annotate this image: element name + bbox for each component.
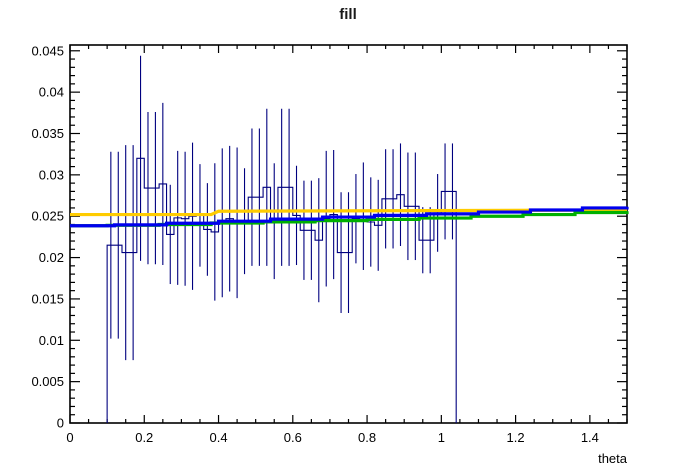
y-tick-label: 0.035 (31, 126, 64, 141)
x-tick-label: 1.4 (581, 430, 599, 445)
x-tick-label: 1 (438, 430, 445, 445)
axis-ticks (69, 45, 628, 424)
y-tick-label: 0.04 (39, 85, 64, 100)
y-tick-label: 0.045 (31, 43, 64, 58)
y-tick-label: 0.02 (39, 250, 64, 265)
x-axis-title: theta (598, 451, 628, 466)
x-tick-label: 0.6 (284, 430, 302, 445)
axis-labels: 0 0.2 0.4 0.6 0.8 1 1.2 1.4 0 0.005 0.01 0.015 0.02 0… (31, 43, 627, 466)
y-tick-label: 0 (57, 416, 64, 431)
x-tick-label: 0.4 (209, 430, 227, 445)
x-tick-label: 1.2 (507, 430, 525, 445)
y-tick-label: 0.005 (31, 374, 64, 389)
y-tick-label: 0.025 (31, 209, 64, 224)
data-series (70, 55, 629, 423)
x-tick-label: 0.2 (135, 430, 153, 445)
y-tick-label: 0.03 (39, 167, 64, 182)
x-tick-label: 0.8 (358, 430, 376, 445)
page-title: fill (339, 6, 357, 23)
x-tick-label: 0 (66, 430, 73, 445)
y-tick-label: 0.015 (31, 291, 64, 306)
series-fit-yellow (70, 208, 628, 217)
error-bars (110, 55, 454, 361)
y-tick-label: 0.01 (39, 333, 64, 348)
series-fit-blue (70, 206, 629, 228)
